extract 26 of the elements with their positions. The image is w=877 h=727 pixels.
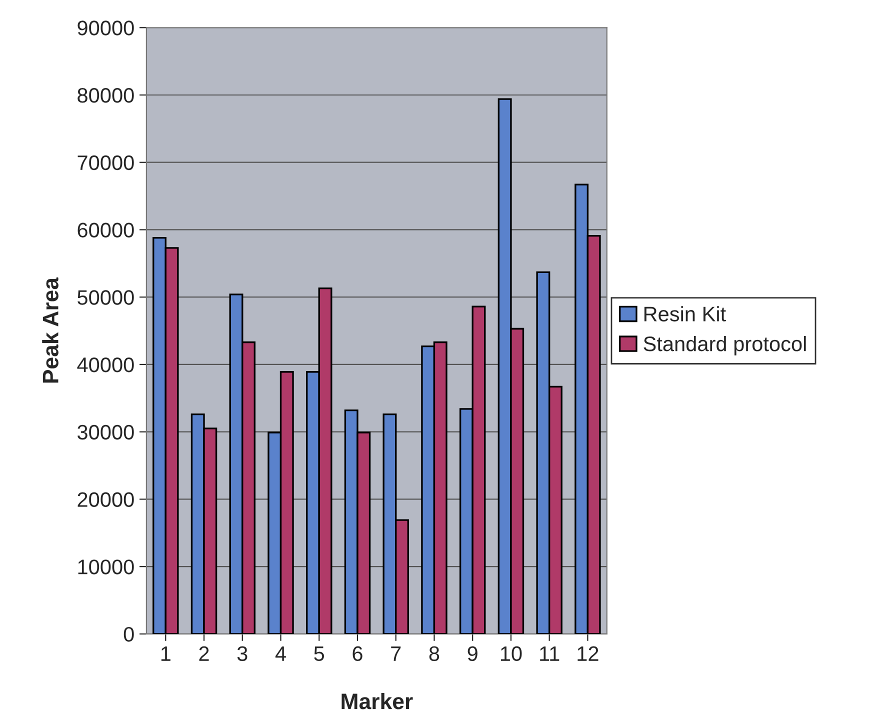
legend-label: Standard protocol [644, 336, 806, 356]
y-tick-label: 0 [124, 626, 134, 642]
x-tick-label: 10 [500, 646, 522, 662]
x-tick-label: 3 [237, 646, 248, 662]
y-tick-label: 90000 [78, 20, 134, 36]
y-tick-label: 70000 [78, 155, 134, 170]
x-tick-label: 8 [429, 646, 440, 662]
y-tick-label: 60000 [78, 222, 134, 238]
y-axis-title: Peak Area [42, 277, 58, 383]
y-tick-label: 10000 [78, 560, 134, 574]
y-tick-label: 50000 [78, 290, 134, 305]
x-tick-label: 2 [199, 646, 209, 661]
legend-label: Resin Kit [644, 306, 726, 322]
x-tick-label: 7 [391, 646, 401, 661]
x-tick-label: 1 [161, 646, 170, 661]
x-tick-label: 4 [275, 646, 286, 661]
x-tick-label: 9 [468, 646, 478, 662]
x-axis-title: Marker [342, 692, 413, 710]
x-tick-label: 11 [540, 646, 560, 661]
y-tick-label: 20000 [78, 492, 134, 507]
y-tick-label: 40000 [77, 357, 134, 372]
y-tick-label: 30000 [78, 424, 134, 440]
x-tick-label: 6 [352, 646, 362, 662]
y-tick-label: 80000 [78, 88, 134, 103]
x-tick-label: 12 [578, 646, 598, 661]
x-tick-label: 5 [314, 646, 324, 662]
